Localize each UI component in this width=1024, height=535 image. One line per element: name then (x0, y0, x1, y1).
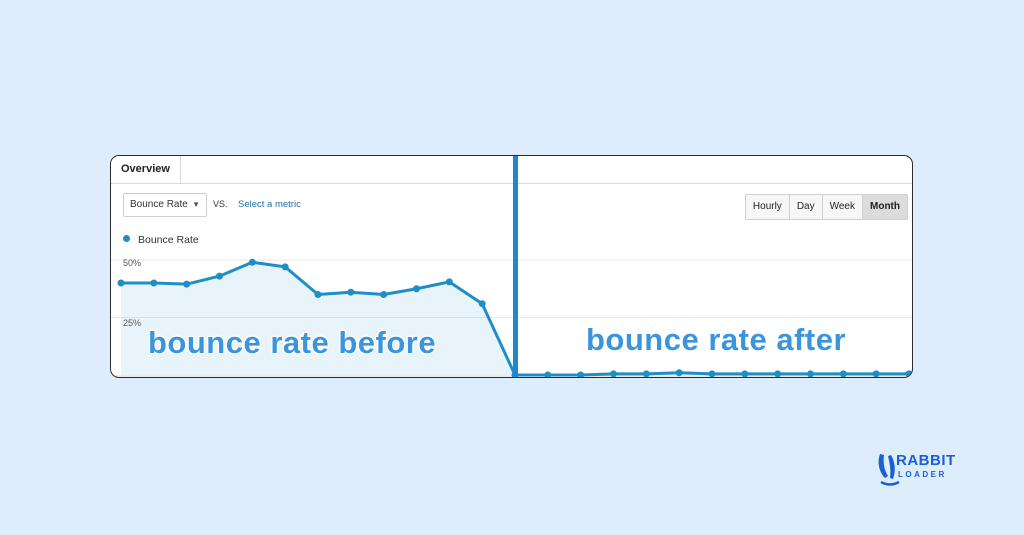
chart-legend: Bounce Rate (123, 234, 199, 246)
series-area-bounce-rate (121, 262, 909, 375)
data-point-14 (577, 371, 585, 377)
data-point-9 (413, 285, 420, 293)
rabbit-ears-icon (878, 454, 900, 486)
brand-name: RABBIT (896, 452, 956, 469)
period-button-day[interactable]: Day (789, 195, 823, 219)
brand-subname: LOADER (898, 470, 947, 479)
overlay-text-after: bounce rate after (586, 322, 847, 357)
data-point-8 (380, 291, 388, 298)
legend-label: Bounce Rate (138, 234, 199, 246)
y-tick-label-50: 50% (123, 258, 142, 268)
period-button-hourly[interactable]: Hourly (745, 195, 790, 219)
data-point-4 (248, 258, 256, 266)
metric-dropdown-value: Bounce Rate (130, 199, 188, 210)
vs-label: VS. (213, 199, 228, 209)
data-point-3 (216, 272, 223, 280)
data-point-23 (872, 370, 880, 377)
data-point-1 (150, 279, 158, 287)
data-point-15 (610, 370, 617, 377)
select-metric-link[interactable]: Select a metric (238, 199, 301, 210)
data-point-16 (642, 370, 650, 377)
data-point-20 (774, 370, 782, 377)
data-point-10 (445, 278, 453, 286)
data-point-6 (314, 291, 322, 298)
data-point-13 (544, 371, 552, 377)
metric-dropdown[interactable]: Bounce Rate ▼ (123, 193, 207, 217)
legend-dot-icon (123, 235, 130, 242)
tab-bar: Overview (111, 156, 912, 184)
tab-overview[interactable]: Overview (111, 156, 181, 183)
rabbit-loader-logo: RABBIT LOADER (876, 452, 955, 491)
before-after-divider (513, 156, 518, 377)
data-point-18 (708, 370, 716, 377)
data-point-24 (905, 370, 912, 377)
overlay-text-before: bounce rate before (148, 325, 437, 360)
y-tick-label-25: 25% (123, 318, 142, 328)
period-selector: Hourly Day Week Month (744, 194, 908, 220)
analytics-card: Overview Bounce Rate ▼ VS. Select a metr… (110, 155, 913, 378)
period-button-week[interactable]: Week (822, 195, 863, 219)
data-point-11 (478, 300, 486, 308)
period-button-month[interactable]: Month (863, 195, 907, 219)
data-point-17 (675, 369, 683, 377)
data-point-0 (117, 279, 125, 287)
data-point-7 (347, 288, 355, 296)
chevron-down-icon: ▼ (192, 200, 200, 209)
data-point-19 (741, 370, 749, 377)
data-point-5 (281, 263, 289, 271)
data-point-2 (183, 280, 191, 288)
data-point-22 (839, 370, 847, 377)
data-point-21 (807, 370, 814, 377)
